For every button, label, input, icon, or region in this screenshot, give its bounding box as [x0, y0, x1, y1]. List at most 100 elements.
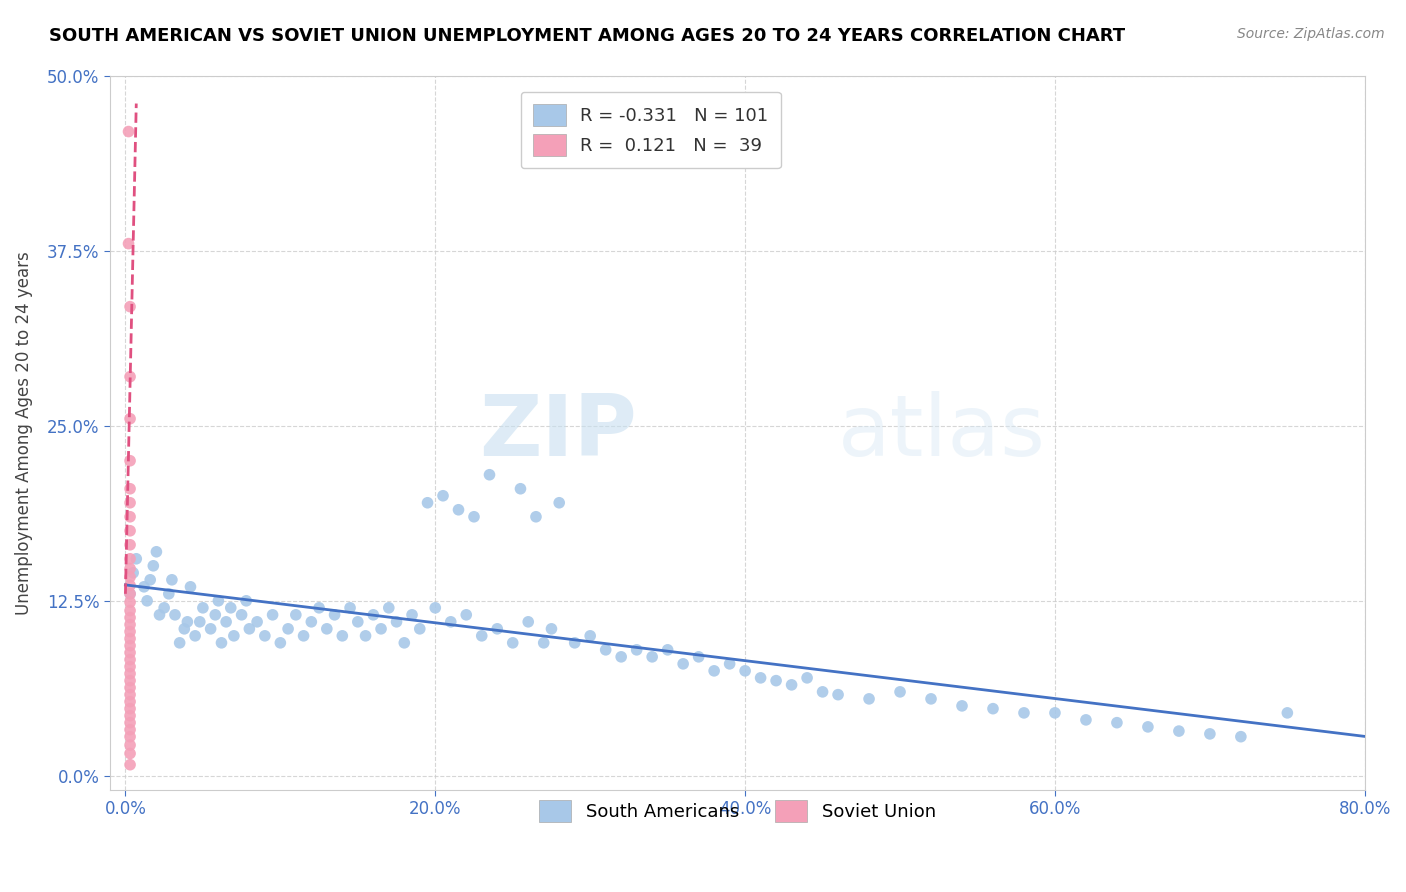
- Point: [200, 622, 222, 636]
- Point: [1136, 720, 1159, 734]
- Point: [765, 673, 787, 688]
- Point: [269, 636, 291, 650]
- Point: [456, 607, 478, 622]
- Point: [120, 646, 142, 660]
- Point: [363, 607, 385, 622]
- Point: [354, 629, 377, 643]
- Point: [394, 636, 416, 650]
- Point: [222, 629, 245, 643]
- Point: [120, 624, 142, 639]
- Point: [780, 678, 803, 692]
- Point: [125, 551, 148, 566]
- Point: [370, 622, 392, 636]
- Point: [120, 688, 142, 702]
- Point: [120, 617, 142, 632]
- Point: [120, 695, 142, 709]
- Point: [672, 657, 695, 671]
- Point: [120, 538, 142, 552]
- Point: [703, 664, 725, 678]
- Point: [330, 629, 353, 643]
- Point: [148, 607, 170, 622]
- Point: [323, 607, 346, 622]
- Point: [253, 629, 276, 643]
- Point: [176, 615, 198, 629]
- Point: [425, 600, 447, 615]
- Point: [145, 545, 167, 559]
- Point: [1199, 727, 1222, 741]
- Point: [120, 587, 142, 601]
- Point: [920, 691, 942, 706]
- Point: [120, 595, 142, 609]
- Point: [950, 698, 973, 713]
- Point: [120, 730, 142, 744]
- Point: [827, 688, 849, 702]
- Point: [1230, 730, 1253, 744]
- Point: [169, 636, 191, 650]
- Point: [235, 594, 257, 608]
- Point: [246, 615, 269, 629]
- Point: [858, 691, 880, 706]
- Point: [188, 615, 211, 629]
- Point: [120, 300, 142, 314]
- Point: [277, 622, 299, 636]
- Point: [184, 629, 207, 643]
- Point: [284, 607, 307, 622]
- Point: [401, 607, 423, 622]
- Point: [120, 551, 142, 566]
- Text: Source: ZipAtlas.com: Source: ZipAtlas.com: [1237, 27, 1385, 41]
- Point: [160, 573, 183, 587]
- Point: [120, 587, 142, 601]
- Point: [447, 502, 470, 516]
- Point: [1012, 706, 1035, 720]
- Point: [579, 629, 602, 643]
- Point: [157, 587, 180, 601]
- Point: [120, 747, 142, 761]
- Point: [120, 509, 142, 524]
- Text: atlas: atlas: [838, 392, 1046, 475]
- Y-axis label: Unemployment Among Ages 20 to 24 years: Unemployment Among Ages 20 to 24 years: [15, 251, 32, 615]
- Point: [346, 615, 368, 629]
- Point: [509, 482, 531, 496]
- Point: [142, 558, 165, 573]
- Point: [120, 632, 142, 646]
- Point: [688, 649, 710, 664]
- Point: [120, 369, 142, 384]
- Point: [120, 659, 142, 673]
- Point: [120, 701, 142, 715]
- Point: [308, 600, 330, 615]
- Point: [179, 580, 201, 594]
- Text: SOUTH AMERICAN VS SOVIET UNION UNEMPLOYMENT AMONG AGES 20 TO 24 YEARS CORRELATIO: SOUTH AMERICAN VS SOVIET UNION UNEMPLOYM…: [49, 27, 1125, 45]
- Point: [120, 482, 142, 496]
- Point: [191, 600, 214, 615]
- Point: [657, 643, 679, 657]
- Point: [231, 607, 253, 622]
- Point: [117, 124, 139, 138]
- Point: [478, 467, 501, 482]
- Point: [163, 607, 186, 622]
- Point: [153, 600, 176, 615]
- Point: [409, 622, 432, 636]
- Point: [204, 607, 226, 622]
- Point: [1167, 724, 1189, 739]
- Point: [120, 496, 142, 510]
- Point: [120, 610, 142, 624]
- Point: [610, 649, 633, 664]
- Legend: South Americans, Soviet Union: South Americans, Soviet Union: [526, 787, 949, 835]
- Point: [122, 566, 145, 580]
- Point: [811, 685, 834, 699]
- Point: [315, 622, 337, 636]
- Point: [120, 411, 142, 425]
- Point: [120, 673, 142, 688]
- Point: [120, 639, 142, 653]
- Point: [120, 708, 142, 723]
- Point: [120, 570, 142, 584]
- Point: [378, 600, 401, 615]
- Point: [626, 643, 648, 657]
- Point: [533, 636, 555, 650]
- Point: [796, 671, 818, 685]
- Point: [120, 681, 142, 695]
- Point: [120, 524, 142, 538]
- Text: ZIP: ZIP: [479, 392, 637, 475]
- Point: [1074, 713, 1097, 727]
- Point: [641, 649, 664, 664]
